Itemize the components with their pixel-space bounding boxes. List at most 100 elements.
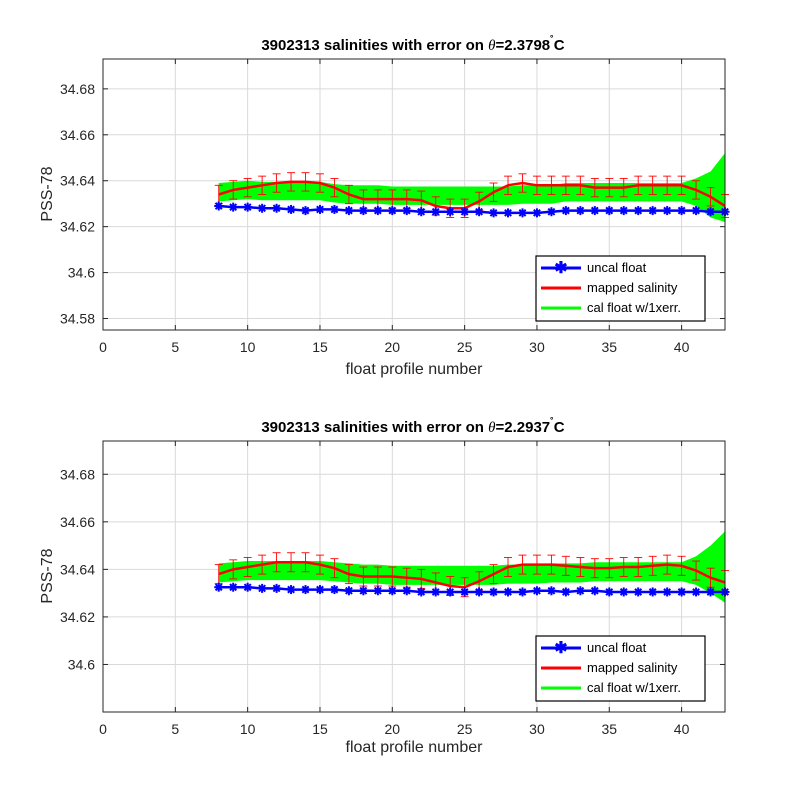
uncal-float-marker bbox=[460, 587, 470, 597]
uncal-float-marker bbox=[691, 587, 701, 597]
mapped-salinity-line bbox=[218, 180, 726, 210]
uncal-float-marker bbox=[402, 586, 412, 596]
x-tick-label: 25 bbox=[457, 339, 473, 355]
mapped-salinity-errorbar bbox=[619, 557, 628, 577]
uncal-float-marker bbox=[329, 585, 339, 595]
mapped-salinity-errorbar bbox=[315, 173, 324, 193]
uncal-float-marker-stroke bbox=[446, 207, 455, 216]
uncal-float-marker-stroke bbox=[475, 207, 483, 216]
uncal-float-marker bbox=[633, 587, 643, 597]
cal-float-band-fill bbox=[218, 531, 725, 603]
plot-area-border bbox=[102, 440, 726, 713]
mapped-salinity-errorbar bbox=[229, 180, 238, 200]
legend: ✱ uncal float mapped salinity cal float … bbox=[535, 635, 706, 702]
uncal-float-marker bbox=[272, 583, 282, 593]
x-tick-label: 15 bbox=[312, 339, 328, 355]
uncal-float-marker-stroke bbox=[706, 207, 715, 216]
uncal-float-marker bbox=[677, 206, 687, 216]
uncal-float-marker-stroke bbox=[533, 586, 541, 595]
x-tick-labels: 0 5 10 15 20 25 30 35 40 bbox=[99, 339, 689, 355]
uncal-float-marker-stroke bbox=[663, 588, 672, 596]
uncal-float-marker-stroke bbox=[417, 207, 426, 216]
mapped-salinity-errorbar bbox=[561, 175, 570, 195]
y-tick-label: 34.6 bbox=[68, 656, 95, 672]
mapped-salinity-errorbar bbox=[706, 187, 715, 207]
uncal-float-marker-stroke bbox=[590, 586, 599, 595]
mapped-salinity-errorbar bbox=[706, 567, 715, 588]
uncal-float-marker bbox=[344, 586, 354, 596]
uncal-float-marker-stroke bbox=[316, 205, 324, 214]
uncal-float-marker-stroke bbox=[677, 206, 686, 215]
mapped-salinity-errorbar bbox=[301, 552, 310, 573]
uncal-float-marker bbox=[691, 206, 701, 216]
mapped-salinity-errorbar bbox=[388, 566, 397, 587]
mapped-salinity-errorbar bbox=[301, 172, 310, 192]
uncal-float-marker bbox=[503, 587, 513, 597]
legend: ✱ uncal float mapped salinity cal float … bbox=[535, 255, 706, 322]
mapped-salinity-errorbar bbox=[243, 177, 252, 198]
x-tick-label: 10 bbox=[240, 339, 256, 355]
mapped-salinity-errorbar bbox=[287, 552, 296, 573]
uncal-float-marker bbox=[662, 587, 672, 597]
uncal-float-marker bbox=[489, 208, 499, 218]
uncal-float-marker bbox=[590, 206, 600, 216]
mapped-salinity-errorbar bbox=[504, 557, 513, 577]
mapped-salinity-errorbar bbox=[648, 175, 657, 195]
y-tick-labels: 34.58 34.6 34.62 34.64 34.66 34.68 bbox=[60, 81, 95, 327]
uncal-float-marker bbox=[706, 587, 716, 597]
uncal-float-marker bbox=[474, 207, 484, 217]
mapped-salinity-errorbar bbox=[243, 557, 252, 577]
mapped-salinity-errorbar bbox=[359, 566, 368, 587]
uncal-float-marker bbox=[286, 585, 296, 595]
mapped-salinity-errorbar bbox=[532, 175, 541, 195]
uncal-float-marker bbox=[445, 207, 455, 217]
x-tick-label: 35 bbox=[601, 721, 617, 737]
mapped-salinity-errorbar bbox=[576, 175, 585, 195]
y-tick-label: 34.66 bbox=[60, 514, 95, 530]
uncal-float-marker-stroke bbox=[634, 206, 643, 215]
mapped-salinity-errorbar bbox=[272, 173, 281, 193]
y-tick-labels: 34.6 34.62 34.64 34.66 34.68 bbox=[60, 466, 95, 672]
uncal-float-marker-stroke bbox=[475, 588, 483, 596]
uncal-float-marker-stroke bbox=[576, 206, 585, 215]
uncal-float-marker-stroke bbox=[258, 204, 267, 213]
uncal-float-marker-stroke bbox=[287, 585, 295, 594]
uncal-float-marker bbox=[257, 583, 267, 593]
uncal-float-marker-stroke bbox=[388, 206, 397, 215]
legend-label-uncal: uncal float bbox=[587, 640, 647, 655]
x-tick-label: 0 bbox=[99, 721, 107, 737]
chart-title: 3902313 salinities with error on θ=2.293… bbox=[261, 417, 564, 436]
uncal-float-marker-stroke bbox=[431, 588, 440, 596]
uncal-float-marker-stroke bbox=[518, 208, 527, 217]
uncal-float-marker-stroke bbox=[258, 584, 267, 593]
mapped-salinity-errorbar bbox=[590, 177, 599, 198]
mapped-salinity-errorbar bbox=[590, 558, 599, 579]
uncal-float-marker-stroke bbox=[214, 202, 223, 210]
uncal-float-marker-stroke bbox=[561, 588, 570, 596]
uncal-float-marker bbox=[315, 204, 325, 214]
mapped-salinity-series bbox=[214, 172, 729, 218]
uncal-float-marker bbox=[301, 585, 311, 595]
uncal-float-marker bbox=[532, 586, 542, 596]
mapped-salinity-errorbar bbox=[344, 184, 353, 205]
uncal-float-marker bbox=[546, 207, 556, 217]
legend-label-uncal: uncal float bbox=[587, 260, 647, 275]
uncal-float-marker bbox=[503, 208, 513, 218]
cal-float-band-fill bbox=[218, 153, 725, 223]
uncal-float-marker bbox=[648, 206, 658, 216]
x-tick-label: 5 bbox=[171, 721, 179, 737]
mapped-salinity-errorbar bbox=[619, 177, 628, 198]
legend-label-mapped: mapped salinity bbox=[587, 280, 678, 295]
uncal-float-marker bbox=[706, 207, 716, 217]
uncal-float-marker-stroke bbox=[446, 588, 455, 596]
uncal-float-marker bbox=[373, 206, 383, 216]
uncal-float-marker bbox=[214, 201, 224, 211]
y-tick-label: 34.64 bbox=[60, 561, 95, 577]
mapped-salinity-errorbar bbox=[330, 177, 339, 198]
y-tick-label: 34.58 bbox=[60, 311, 95, 327]
y-tick-label: 34.68 bbox=[60, 81, 95, 97]
uncal-float-marker bbox=[619, 587, 629, 597]
uncal-float-marker bbox=[228, 582, 238, 592]
y-axis-label: PSS-78 bbox=[39, 166, 56, 221]
uncal-float-marker bbox=[329, 204, 339, 214]
